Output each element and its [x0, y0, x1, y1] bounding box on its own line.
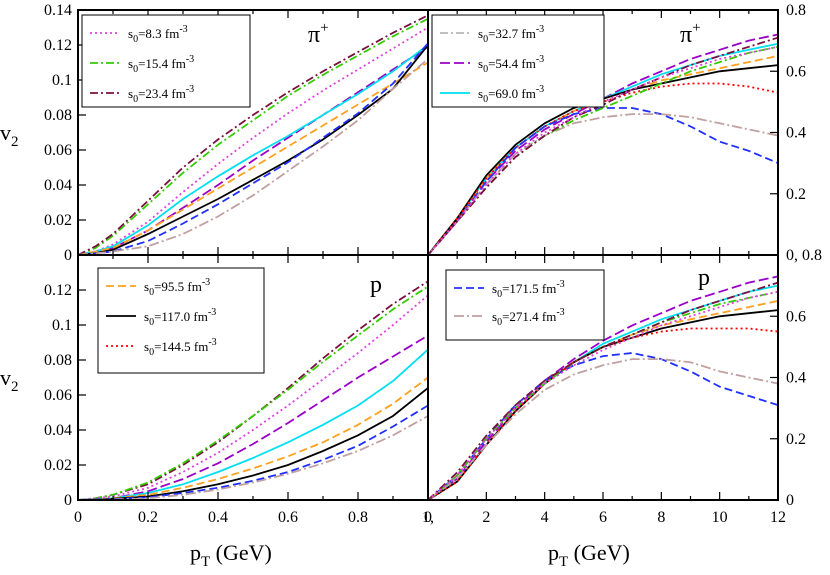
series-line-bottom-right-4	[428, 275, 778, 500]
y-tick-label: 0	[64, 492, 72, 509]
series-line-bottom-right-10	[428, 358, 778, 500]
series-line-bottom-right-8	[428, 327, 778, 500]
legend-label: s0=117.0 fm-3	[144, 307, 216, 328]
legend-box	[431, 14, 605, 108]
y-tick-label: 0.8	[786, 2, 806, 19]
legend-label: s0=144.5 fm-3	[144, 337, 217, 358]
y-tick-label: 0.08	[44, 352, 72, 369]
series-line-bottom-right-1	[428, 290, 778, 500]
x-tick-label: 0	[424, 509, 432, 526]
series-line-top-right-8	[428, 82, 778, 255]
y-tick-label: 0.4	[786, 370, 806, 387]
series-line-top-right-9	[428, 107, 778, 255]
x-tick-label: 0.8	[348, 509, 368, 526]
legend: s0=32.7 fm-3 s0=54.4 fm-3 s0=69.0 fm-3	[431, 14, 605, 108]
legend-label: s0=95.5 fm-3	[144, 277, 210, 298]
series-line-top-right-1	[428, 45, 778, 255]
legend: s0=8.3 fm-3 s0=15.4 fm-3 s0=23.4 fm-3	[81, 14, 251, 108]
xlabel-right: pT (GeV)	[548, 540, 630, 570]
particle-label: π+	[308, 20, 329, 48]
x-tick-label: 2	[482, 509, 490, 526]
x-tick-label: 10	[712, 509, 728, 526]
particle-label: p	[698, 265, 710, 291]
legend-label: s0=8.3 fm-3	[128, 24, 188, 45]
legend: s0=95.5 fm-3 s0=117.0 fm-3 s0=144.5 fm-3	[97, 267, 265, 374]
series-line-top-left-5	[78, 44, 428, 255]
legend-label: s0=23.4 fm-3	[128, 84, 194, 105]
y-tick-label: 0.1	[52, 72, 72, 89]
legend: s0=171.5 fm-3 s0=271.4 fm-3	[445, 269, 605, 341]
x-tick-label: 12	[770, 509, 786, 526]
series-line-bottom-left-0	[78, 294, 428, 500]
xlabel-left: pT (GeV)	[190, 540, 272, 570]
legend-box	[81, 14, 251, 108]
legend-label: s0=15.4 fm-3	[128, 54, 194, 75]
y-tick-label: 0	[786, 492, 794, 509]
panel-bottom-left: 0 0.02 0.04 0.06 0.08 0.1 0.12 0 0.2 0.4 0.6 0.8 1, p…	[44, 254, 434, 526]
panel-top-left: 0 0.02 0.04 0.06 0.08 0.1 0.12 0.14 π+ s0=8.3 fm-…	[44, 2, 429, 264]
y-tick-label: 0	[64, 247, 72, 264]
series-line-top-left-10	[78, 58, 428, 255]
x-tick-label: 0.6	[278, 509, 298, 526]
particle-label: π+	[680, 20, 701, 48]
series-line-bottom-left-9	[78, 404, 428, 500]
x-tick-label: 4	[541, 509, 549, 526]
y-tick-label: 0.6	[786, 308, 806, 325]
series-line-bottom-right-2	[428, 281, 778, 500]
legend-label: s0=171.5 fm-3	[492, 279, 565, 300]
series-line-bottom-left-1	[78, 285, 428, 500]
series-line-top-left-1	[78, 17, 428, 255]
y-tick-label: 0.2	[786, 186, 806, 203]
y-tick-label: 0.2	[786, 431, 806, 448]
y-tick-label: 0.04	[44, 422, 72, 439]
series-line-top-left-6	[78, 61, 428, 255]
legend-label: s0=54.4 fm-3	[478, 54, 544, 75]
series-line-bottom-left-6	[78, 376, 428, 500]
legend-box	[445, 269, 605, 341]
series-line-bottom-right-9	[428, 352, 778, 500]
panels-layer: 00.020.040.060.080.10.120.14π+s0=8.3 fm-…	[44, 2, 806, 526]
x-tick-label: 0.2	[138, 509, 158, 526]
legend-label: s0=69.0 fm-3	[478, 84, 544, 105]
ylabel-top: v2	[0, 120, 19, 150]
x-tick-label: 8	[657, 509, 665, 526]
y-tick-label: 0.08	[44, 107, 72, 124]
y-tick-label: 0.06	[44, 387, 72, 404]
series-line-top-left-0	[78, 26, 428, 255]
particle-label: p	[370, 272, 382, 298]
y-tick-label: 0.04	[44, 177, 72, 194]
series-line-top-left-4	[78, 46, 428, 255]
legend-label: s0=32.7 fm-3	[478, 24, 544, 45]
series-group	[78, 14, 428, 255]
y-tick-label: 0.4	[786, 125, 806, 142]
right-axis-joined-label: 0, 0.8	[786, 247, 822, 264]
x-tick-label: 0.4	[208, 509, 228, 526]
y-tick-label: 0.14	[44, 2, 72, 19]
y-tick-label: 0.02	[44, 457, 72, 474]
y-tick-label: 0.12	[44, 282, 72, 299]
x-tick-label: 0	[74, 509, 82, 526]
y-tick-label: 0.12	[44, 37, 72, 54]
panel-top-right: 0.20.40.60.8π+s0=32.7 fm-3s0=54.4 fm-3s0…	[427, 2, 806, 256]
x-tick-label: 1,	[422, 509, 434, 526]
ylabel-bottom: v2	[0, 365, 19, 395]
series-line-top-left-2	[78, 14, 428, 255]
x-tick-label: 6	[599, 509, 607, 526]
legend-label: s0=271.4 fm-3	[492, 307, 565, 328]
series-group	[428, 275, 778, 500]
y-tick-label: 0.02	[44, 212, 72, 229]
y-tick-label: 0.1	[52, 317, 72, 334]
series-line-top-left-9	[78, 42, 428, 255]
series-line-top-left-7	[78, 44, 428, 255]
y-tick-label: 0.06	[44, 142, 72, 159]
panel-bottom-right: 0 0.2 0.4 0.6 0 2 4 6 8 10 12 p s0=171.5 fm-3 s0=271.…	[424, 254, 806, 526]
y-tick-label: 0.6	[786, 63, 806, 80]
